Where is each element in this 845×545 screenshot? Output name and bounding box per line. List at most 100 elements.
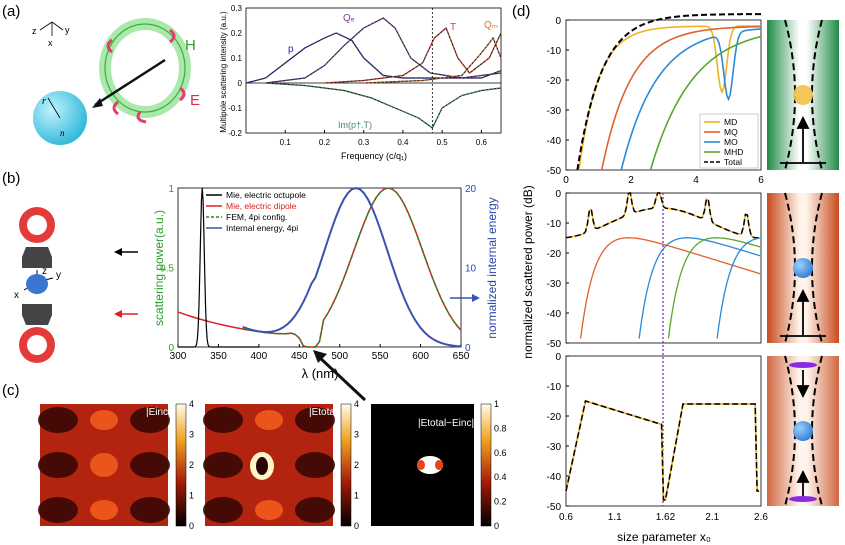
b-axis-z: z <box>42 266 47 277</box>
d-ytick: 0 <box>555 189 561 200</box>
label-p: p <box>288 44 294 55</box>
d-ytick: -10 <box>547 219 562 230</box>
d-top-total <box>576 13 762 171</box>
chart-a-ytick: 0 <box>238 79 243 88</box>
spectrum-chart: scattering power(a.u.) normalized intern… <box>114 184 499 402</box>
d-legend-mhd: MHD <box>724 147 743 157</box>
d-legend-md: MD <box>724 117 737 127</box>
particle-standing <box>793 421 813 441</box>
bottom-lens <box>22 304 52 325</box>
d-ytick: -10 <box>547 46 562 57</box>
chart-a-xlabel: Frequency (c/q₁) <box>341 151 407 161</box>
d-top-xtick: 2 <box>628 175 634 186</box>
d-ytick: -40 <box>547 309 562 320</box>
panel-b-schematic: z y x <box>14 207 61 363</box>
chart-a-ytick: 0.3 <box>231 4 243 13</box>
chart-a-ylabel: Multipole scattering intensity (a.u.) <box>219 11 228 133</box>
label-im: Im(p†.T) <box>338 120 372 130</box>
chart-a-ytick: -0.2 <box>228 129 242 138</box>
d-ytick: 0 <box>555 352 561 363</box>
chart-b-ytick-right: 20 <box>465 184 477 195</box>
colorbar-3-tick: 0.6 <box>494 448 507 458</box>
d-mid-curve-0 <box>579 237 761 339</box>
axis-x-label: x <box>48 38 53 48</box>
d-ytick: -20 <box>547 249 562 260</box>
current-loops <box>106 28 186 124</box>
chart-a-xtick: 0.3 <box>358 138 370 147</box>
chart-a-xtick: 0.6 <box>476 138 488 147</box>
chart-b-xtick: 600 <box>412 351 429 362</box>
label-n: n <box>60 128 65 138</box>
d-ytick: -40 <box>547 136 562 147</box>
chart-b-ytick-left: 1 <box>168 184 174 195</box>
chart-b-ytick-left: 0 <box>168 343 174 354</box>
colorbar-1-tick: 1 <box>189 491 194 501</box>
chart-b-xtick: 400 <box>251 351 268 362</box>
map3-label: |Etotal−Einc| <box>418 418 474 429</box>
d-ytick: -30 <box>547 106 562 117</box>
d-ytick: -30 <box>547 279 562 290</box>
d-top-frame <box>565 19 762 171</box>
colorbar-2-tick: 2 <box>354 460 359 470</box>
panel-label-a: (a) <box>2 3 20 20</box>
chart-a-xtick: 0.2 <box>319 138 331 147</box>
d-top-mo <box>620 28 762 171</box>
legend-octupole: Mie, electric octupole <box>226 190 306 200</box>
series-Qm-dashed <box>363 36 502 84</box>
d-top-mq <box>600 25 762 171</box>
d-ylabel: normalized scattered power (dB) <box>521 185 535 358</box>
ring-outline <box>104 23 186 113</box>
d-bot-xtick: 2.6 <box>754 512 768 523</box>
map-einc: |Einc| <box>38 403 187 527</box>
colorbar-2-tick: 0 <box>354 521 359 531</box>
d-legend-mq: MQ <box>724 127 738 137</box>
chart-b-legend: Mie, electric octupole Mie, electric dip… <box>206 190 306 233</box>
d-mid-curve-1 <box>638 237 761 339</box>
d-legend <box>699 113 759 169</box>
colorbar-ticks: 0 1 2 3 4 0 1 2 3 4 0 0.2 0.4 0.6 0.8 1 <box>189 399 507 531</box>
d-ytick: -20 <box>547 76 562 87</box>
d-ytick: -30 <box>547 442 562 453</box>
d-top-xtick: 4 <box>693 175 699 186</box>
series-T-dashed <box>324 26 502 84</box>
d-bot-md <box>565 399 760 501</box>
legend-fem: FEM, 4pi config. <box>226 212 287 222</box>
map2-label: |Etotal| <box>309 407 340 418</box>
chart-a-ytick: -0.1 <box>228 104 242 113</box>
label-r: r <box>42 96 46 107</box>
d-bot-xtick: 2.1 <box>705 512 719 523</box>
colorbar-2-tick: 1 <box>354 491 359 501</box>
chart-b-xtick: 300 <box>170 351 187 362</box>
multipole-chart: Multipole scattering intensity (a.u.) Fr… <box>219 4 502 161</box>
colorbar-1-tick: 4 <box>189 399 194 409</box>
series-internal-energy <box>242 186 462 348</box>
series-Im <box>265 82 502 129</box>
chart-a-xtick: 0.1 <box>280 138 292 147</box>
d-mid-md <box>565 192 760 239</box>
d-top-mhd <box>649 35 762 171</box>
d-mid-total <box>565 192 760 239</box>
chart-a-xtick: 0.4 <box>397 138 409 147</box>
scattered-power-charts: normalized scattered power (dB) size par… <box>521 13 839 544</box>
chart-b-xlabel: λ (nm) <box>302 366 339 381</box>
series-Im-dashed <box>265 82 502 129</box>
particle <box>26 274 48 294</box>
map-etotal: |Etotal| <box>203 403 352 527</box>
series-T <box>324 26 502 84</box>
d-ytick: -10 <box>547 382 562 393</box>
colorbar-1-tick: 3 <box>189 430 194 440</box>
d-ytick: -50 <box>547 502 562 513</box>
chart-a-ytick: 0.2 <box>231 29 243 38</box>
series-p-dashed <box>245 32 502 84</box>
panel-label-c: (c) <box>2 382 20 399</box>
b-axis-y: y <box>56 270 61 281</box>
d-legend-mo: MO <box>724 137 738 147</box>
d-ytick: -50 <box>547 166 562 177</box>
colorbar-3-tick: 0 <box>494 521 499 531</box>
colorbar-3-tick: 0.2 <box>494 497 507 507</box>
map1-label: |Einc| <box>146 407 171 418</box>
colorbar-3-tick: 0.8 <box>494 423 507 433</box>
d-top-xtick: 0 <box>563 175 569 186</box>
d-mid-curve-2 <box>667 237 761 339</box>
